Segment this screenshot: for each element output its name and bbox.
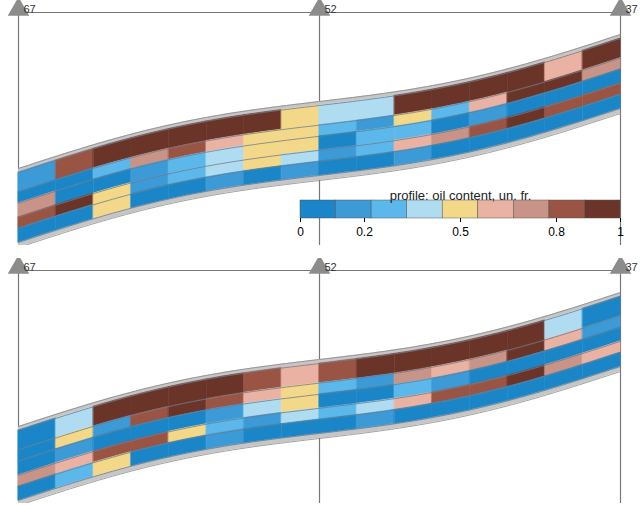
- svg-text:0.2: 0.2: [356, 225, 373, 239]
- svg-text:1: 1: [617, 225, 624, 239]
- svg-text:37: 37: [626, 3, 638, 15]
- svg-text:37: 37: [626, 261, 638, 273]
- svg-text:0.8: 0.8: [548, 225, 565, 239]
- svg-text:52: 52: [325, 3, 337, 15]
- svg-text:0.5: 0.5: [452, 225, 469, 239]
- svg-text:67: 67: [24, 261, 36, 273]
- svg-text:52: 52: [325, 261, 337, 273]
- svg-text:profile: oil content, un. fr.: profile: oil content, un. fr.: [390, 188, 532, 203]
- svg-text:0: 0: [297, 225, 304, 239]
- svg-text:67: 67: [24, 3, 36, 15]
